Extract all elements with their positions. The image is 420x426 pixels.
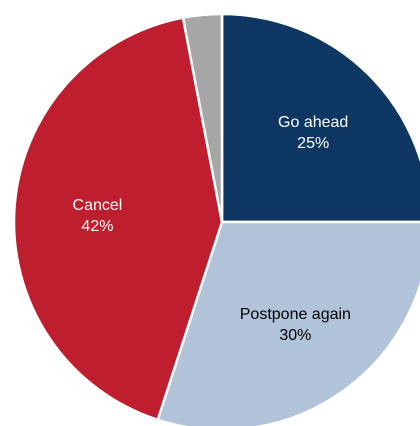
pie-slice-cancel xyxy=(12,16,224,422)
pie-slice-postpone-again xyxy=(156,220,420,426)
pie-slices xyxy=(12,12,420,426)
pie-slice-label-cancel: Cancel xyxy=(73,197,123,214)
pie-slice-label-postpone-again: Postpone again xyxy=(240,306,351,323)
pie-slice-value-postpone-again: 30% xyxy=(279,327,311,344)
pie-slice-other-3 xyxy=(181,12,224,224)
pie-slice-value-cancel: 42% xyxy=(81,218,113,235)
pie-slice-label-go-ahead: Go ahead xyxy=(278,114,348,131)
pie-slice-go-ahead xyxy=(220,12,420,224)
pie-labels: Go ahead 25% Postpone again 30% Cancel 42% xyxy=(73,114,351,344)
pie-slice-value-go-ahead: 25% xyxy=(297,135,329,152)
